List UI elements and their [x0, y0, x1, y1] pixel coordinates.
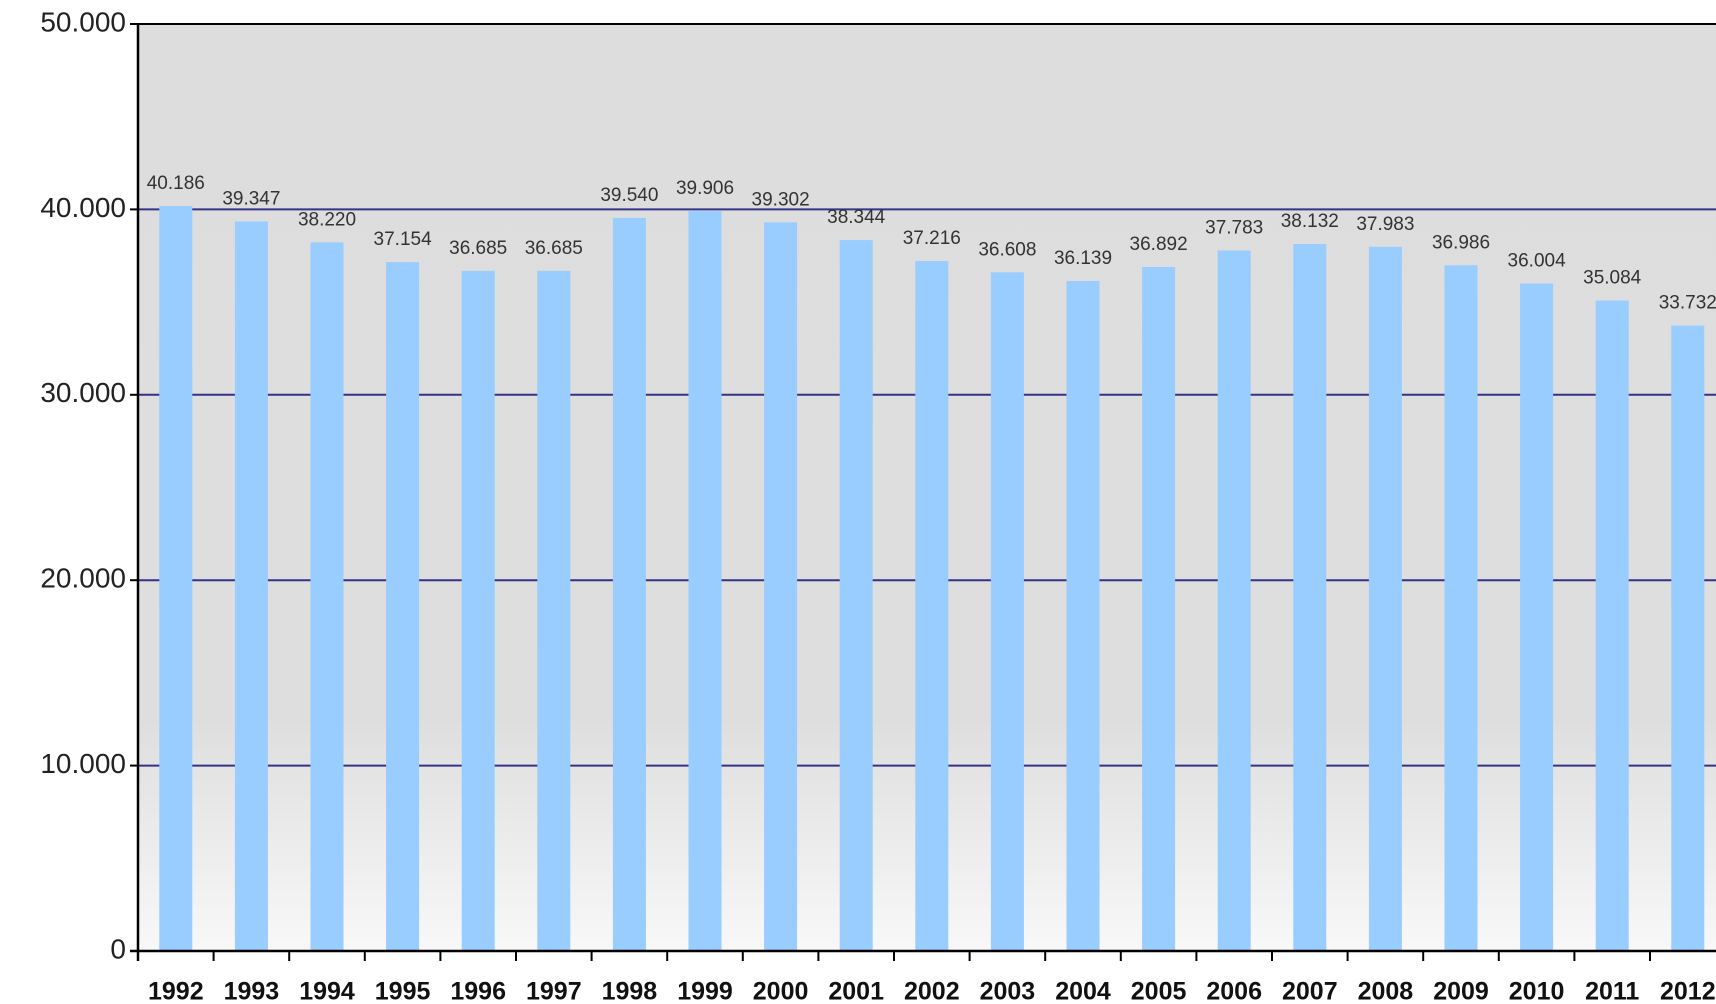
value-label: 36.892: [1130, 234, 1188, 255]
x-tick-label: 1997: [526, 978, 582, 1004]
x-tick-label: 2005: [1131, 978, 1187, 1004]
bar: [1066, 280, 1100, 952]
bar: [234, 221, 268, 952]
x-tick-label: 2003: [980, 978, 1036, 1004]
value-label: 39.347: [222, 189, 280, 210]
bar: [990, 272, 1024, 951]
value-label: 37.783: [1205, 218, 1263, 239]
value-label: 33.732: [1659, 293, 1716, 314]
x-tick-label: 2011: [1585, 978, 1639, 1004]
x-tick-label: 1998: [602, 978, 658, 1004]
bar: [764, 222, 798, 951]
value-label: 35.084: [1583, 268, 1642, 289]
bar: [537, 270, 571, 951]
bar: [461, 270, 495, 951]
value-label: 37.154: [374, 229, 433, 250]
bar: [1293, 244, 1327, 951]
bar: [688, 211, 722, 951]
bar: [612, 217, 646, 951]
x-tick-label: 1992: [148, 978, 204, 1004]
bar: [915, 261, 949, 951]
bar: [1444, 265, 1478, 952]
y-tick-label: 10.000: [40, 748, 126, 779]
value-label: 40.186: [147, 173, 205, 194]
y-tick-label: 40.000: [40, 192, 126, 223]
value-label: 39.906: [676, 178, 734, 199]
bar: [839, 240, 873, 951]
y-tick-label: 30.000: [40, 377, 126, 408]
bar: [1217, 250, 1251, 951]
value-label: 38.132: [1281, 211, 1339, 232]
y-tick-label: 20.000: [40, 563, 126, 594]
x-tick-label: 1996: [450, 978, 506, 1004]
x-tick-label: 2001: [828, 978, 884, 1004]
x-tick-label: 2007: [1282, 978, 1338, 1004]
bar: [159, 205, 193, 952]
y-tick-label: 50.000: [40, 6, 126, 37]
x-tick-label: 1995: [375, 978, 431, 1004]
value-label: 36.986: [1432, 232, 1490, 253]
bar: [1520, 283, 1554, 951]
bar: [1368, 246, 1402, 952]
value-label: 38.344: [827, 207, 886, 228]
x-tick-label: 2006: [1206, 978, 1262, 1004]
bar: [1595, 300, 1629, 952]
x-tick-label: 2004: [1055, 978, 1111, 1004]
bar: [1142, 267, 1176, 951]
bar: [386, 262, 420, 952]
x-tick-label: 2008: [1358, 978, 1414, 1004]
value-label: 38.220: [298, 209, 356, 230]
x-tick-label: 2010: [1509, 978, 1565, 1004]
y-tick-label: 0: [110, 933, 126, 964]
bar: [1671, 325, 1705, 951]
value-label: 37.983: [1356, 214, 1414, 235]
value-label: 39.302: [752, 189, 810, 210]
x-tick-label: 1993: [224, 978, 280, 1004]
value-label: 39.540: [600, 185, 658, 206]
x-tick-label: 2009: [1433, 978, 1489, 1004]
value-label: 37.216: [903, 228, 961, 249]
x-tick-label: 2012: [1660, 978, 1716, 1004]
x-tick-label: 2002: [904, 978, 960, 1004]
value-label: 36.139: [1054, 248, 1112, 269]
value-label: 36.004: [1508, 251, 1567, 272]
bar: [310, 242, 344, 952]
value-label: 36.608: [978, 239, 1036, 260]
value-label: 36.685: [525, 238, 583, 259]
x-tick-label: 2000: [753, 978, 809, 1004]
x-tick-label: 1994: [299, 978, 355, 1004]
x-tick-label: 1999: [677, 978, 733, 1004]
value-label: 36.685: [449, 238, 507, 259]
